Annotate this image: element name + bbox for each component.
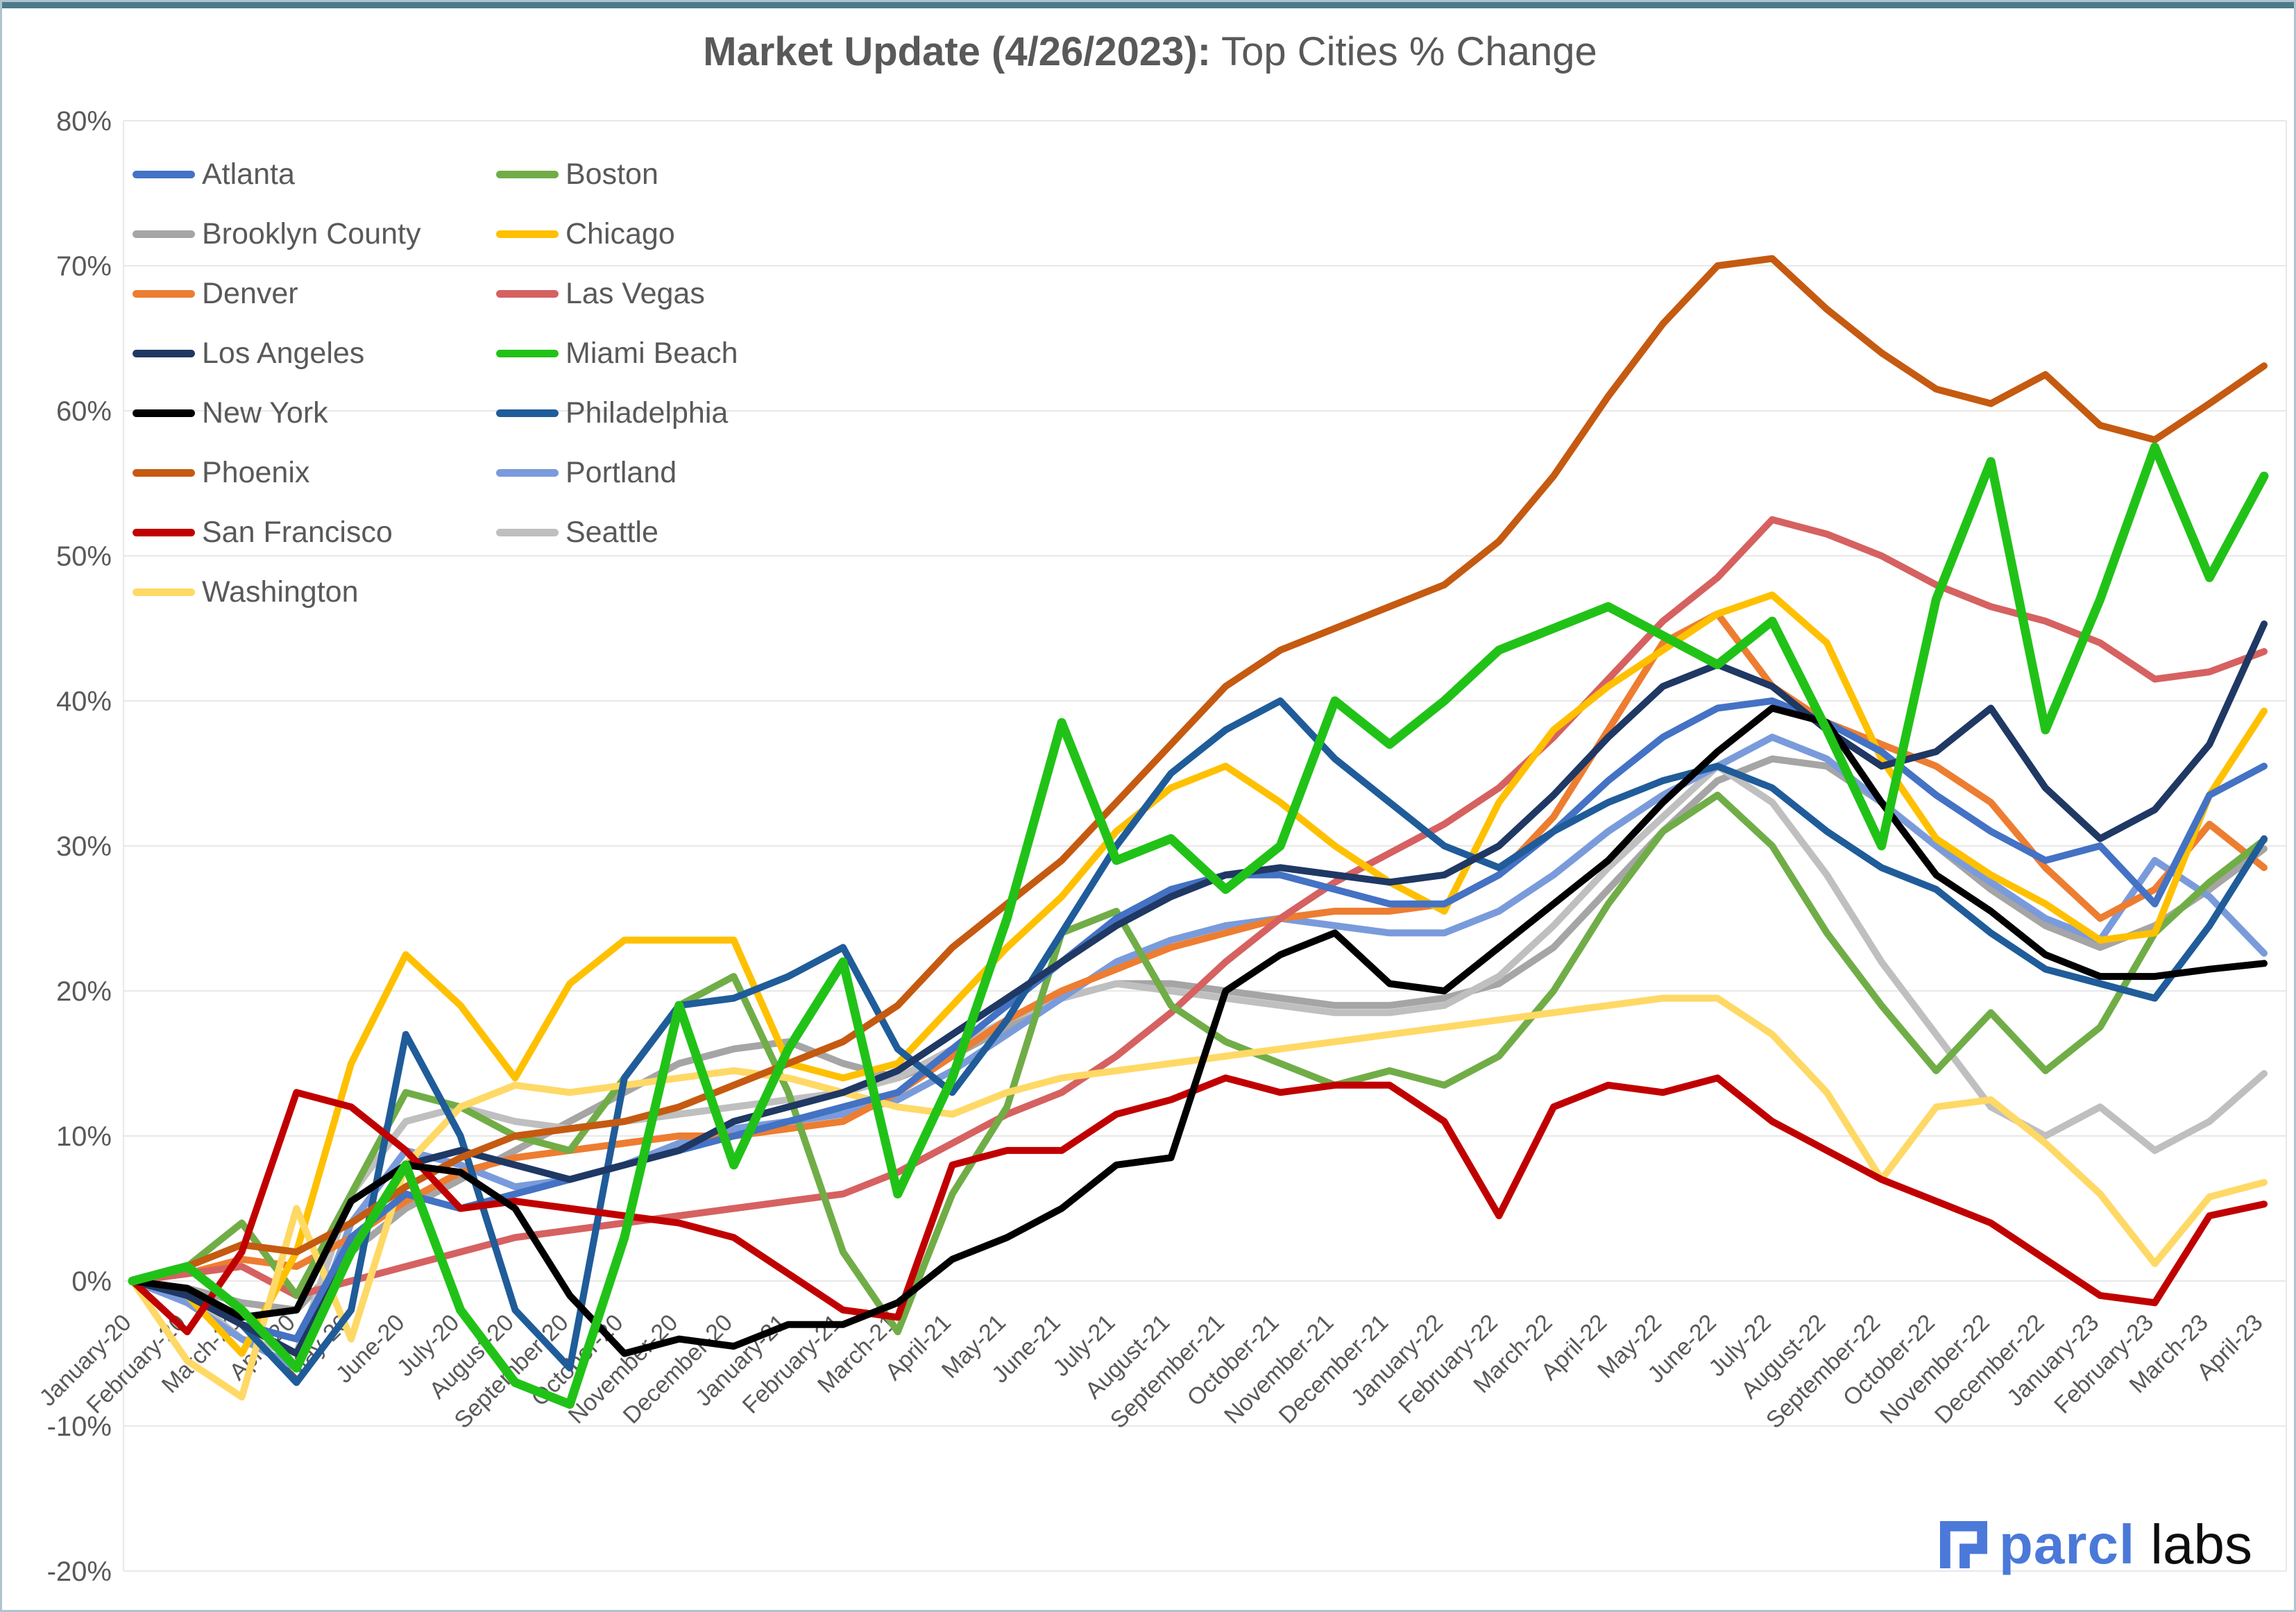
y-tick-label: -20% (47, 1556, 112, 1587)
legend-swatch (133, 170, 195, 178)
legend-item-miami-beach: Miami Beach (496, 323, 857, 383)
legend-item-san-francisco: San Francisco (133, 502, 496, 562)
series-line-denver (129, 610, 2268, 1284)
legend-swatch (133, 289, 195, 298)
legend-label: Brooklyn County (202, 217, 421, 251)
series-line-new-york (129, 704, 2268, 1357)
legend-label: Chicago (566, 217, 675, 251)
legend-item-washington: Washington (133, 562, 496, 622)
y-tick-label: 30% (56, 831, 112, 862)
series-lines (128, 255, 2269, 1409)
legend-swatch (496, 230, 559, 238)
chart-title-bold: Market Update (4/26/2023): (703, 29, 1211, 74)
y-tick-label: 10% (56, 1121, 112, 1152)
legend-swatch (496, 409, 559, 417)
legend-item-atlanta: Atlanta (133, 144, 496, 204)
y-tick-label: 50% (56, 541, 112, 572)
legend-label: Los Angeles (202, 336, 365, 370)
y-tick-label: 40% (56, 686, 112, 717)
legend-swatch (133, 230, 195, 238)
legend-label: Denver (202, 276, 298, 310)
legend-label: Boston (566, 157, 658, 191)
legend-label: Las Vegas (566, 276, 705, 310)
y-tick-label: 60% (56, 396, 112, 427)
logo-brand-text: parcl (1999, 1513, 2136, 1575)
window-top-strip (2, 2, 2294, 8)
series-line-los-angeles (129, 620, 2268, 1357)
legend-item-phoenix: Phoenix (133, 443, 496, 502)
legend-item-boston: Boston (496, 144, 857, 204)
y-tick-label: -10% (47, 1411, 112, 1442)
series-line-philadelphia (129, 697, 2268, 1386)
legend-label: Seattle (566, 515, 658, 549)
legend-item-brooklyn-county: Brooklyn County (133, 204, 496, 264)
series-line-phoenix (129, 255, 2268, 1284)
legend-swatch (133, 409, 195, 417)
legend-swatch (133, 588, 195, 596)
parcl-bracket-icon (1939, 1520, 1988, 1569)
legend-label: New York (202, 396, 328, 430)
legend: Atlanta Boston Brooklyn County Chicago Denve… (133, 144, 857, 622)
legend-label: San Francisco (202, 515, 393, 549)
legend-item-los-angeles: Los Angeles (133, 323, 496, 383)
legend-label: Miami Beach (566, 336, 738, 370)
y-axis-labels: 80% 70% 60% 50% 40% 30% 20% 10% 0% -10% -20% (47, 106, 112, 1587)
logo-suffix-text: labs (2150, 1513, 2252, 1575)
legend-item-las-vegas: Las Vegas (496, 264, 857, 323)
legend-label: Washington (202, 575, 359, 609)
series-line-chicago (129, 591, 2268, 1357)
series-line-san-francisco (129, 1074, 2268, 1336)
chart-title-normal: Top Cities % Change (1221, 29, 1597, 74)
legend-swatch (133, 528, 195, 536)
legend-swatch (496, 349, 559, 357)
gridlines (123, 120, 2287, 1572)
series-line-portland (129, 733, 2268, 1372)
y-tick-label: 70% (56, 251, 112, 282)
series-line-las-vegas (129, 516, 2268, 1299)
series-line-washington (129, 994, 2268, 1401)
legend-swatch (133, 468, 195, 477)
legend-item-chicago: Chicago (496, 204, 857, 264)
legend-item-seattle: Seattle (496, 502, 857, 562)
legend-label: Phoenix (202, 455, 310, 489)
parcl-labs-logo: parcl labs (1938, 1513, 2252, 1577)
legend-swatch (496, 170, 559, 178)
legend-item-denver: Denver (133, 264, 496, 323)
series-line-miami-beach (128, 442, 2269, 1409)
legend-swatch (496, 289, 559, 298)
legend-label: Philadelphia (566, 396, 729, 430)
y-tick-label: 80% (56, 106, 112, 137)
legend-item-philadelphia: Philadelphia (496, 383, 857, 443)
x-axis-labels: January-20February-20March-20April-20May… (35, 1309, 2268, 1434)
legend-label: Atlanta (202, 157, 295, 191)
legend-swatch (133, 349, 195, 357)
y-tick-label: 0% (71, 1266, 112, 1297)
series-line-boston (129, 791, 2268, 1336)
legend-item-portland: Portland (496, 443, 857, 502)
series-line-seattle (129, 763, 2268, 1357)
legend-label: Portland (566, 455, 677, 489)
y-tick-label: 20% (56, 976, 112, 1007)
legend-swatch (496, 528, 559, 536)
chart-title: Market Update (4/26/2023): Top Cities % … (2, 28, 2294, 75)
legend-item-new-york: New York (133, 383, 496, 443)
legend-swatch (496, 468, 559, 477)
